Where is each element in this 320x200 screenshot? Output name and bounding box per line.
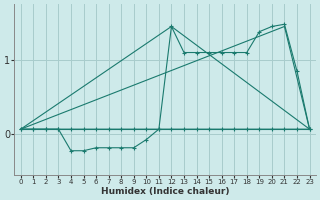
X-axis label: Humidex (Indice chaleur): Humidex (Indice chaleur) — [101, 187, 229, 196]
